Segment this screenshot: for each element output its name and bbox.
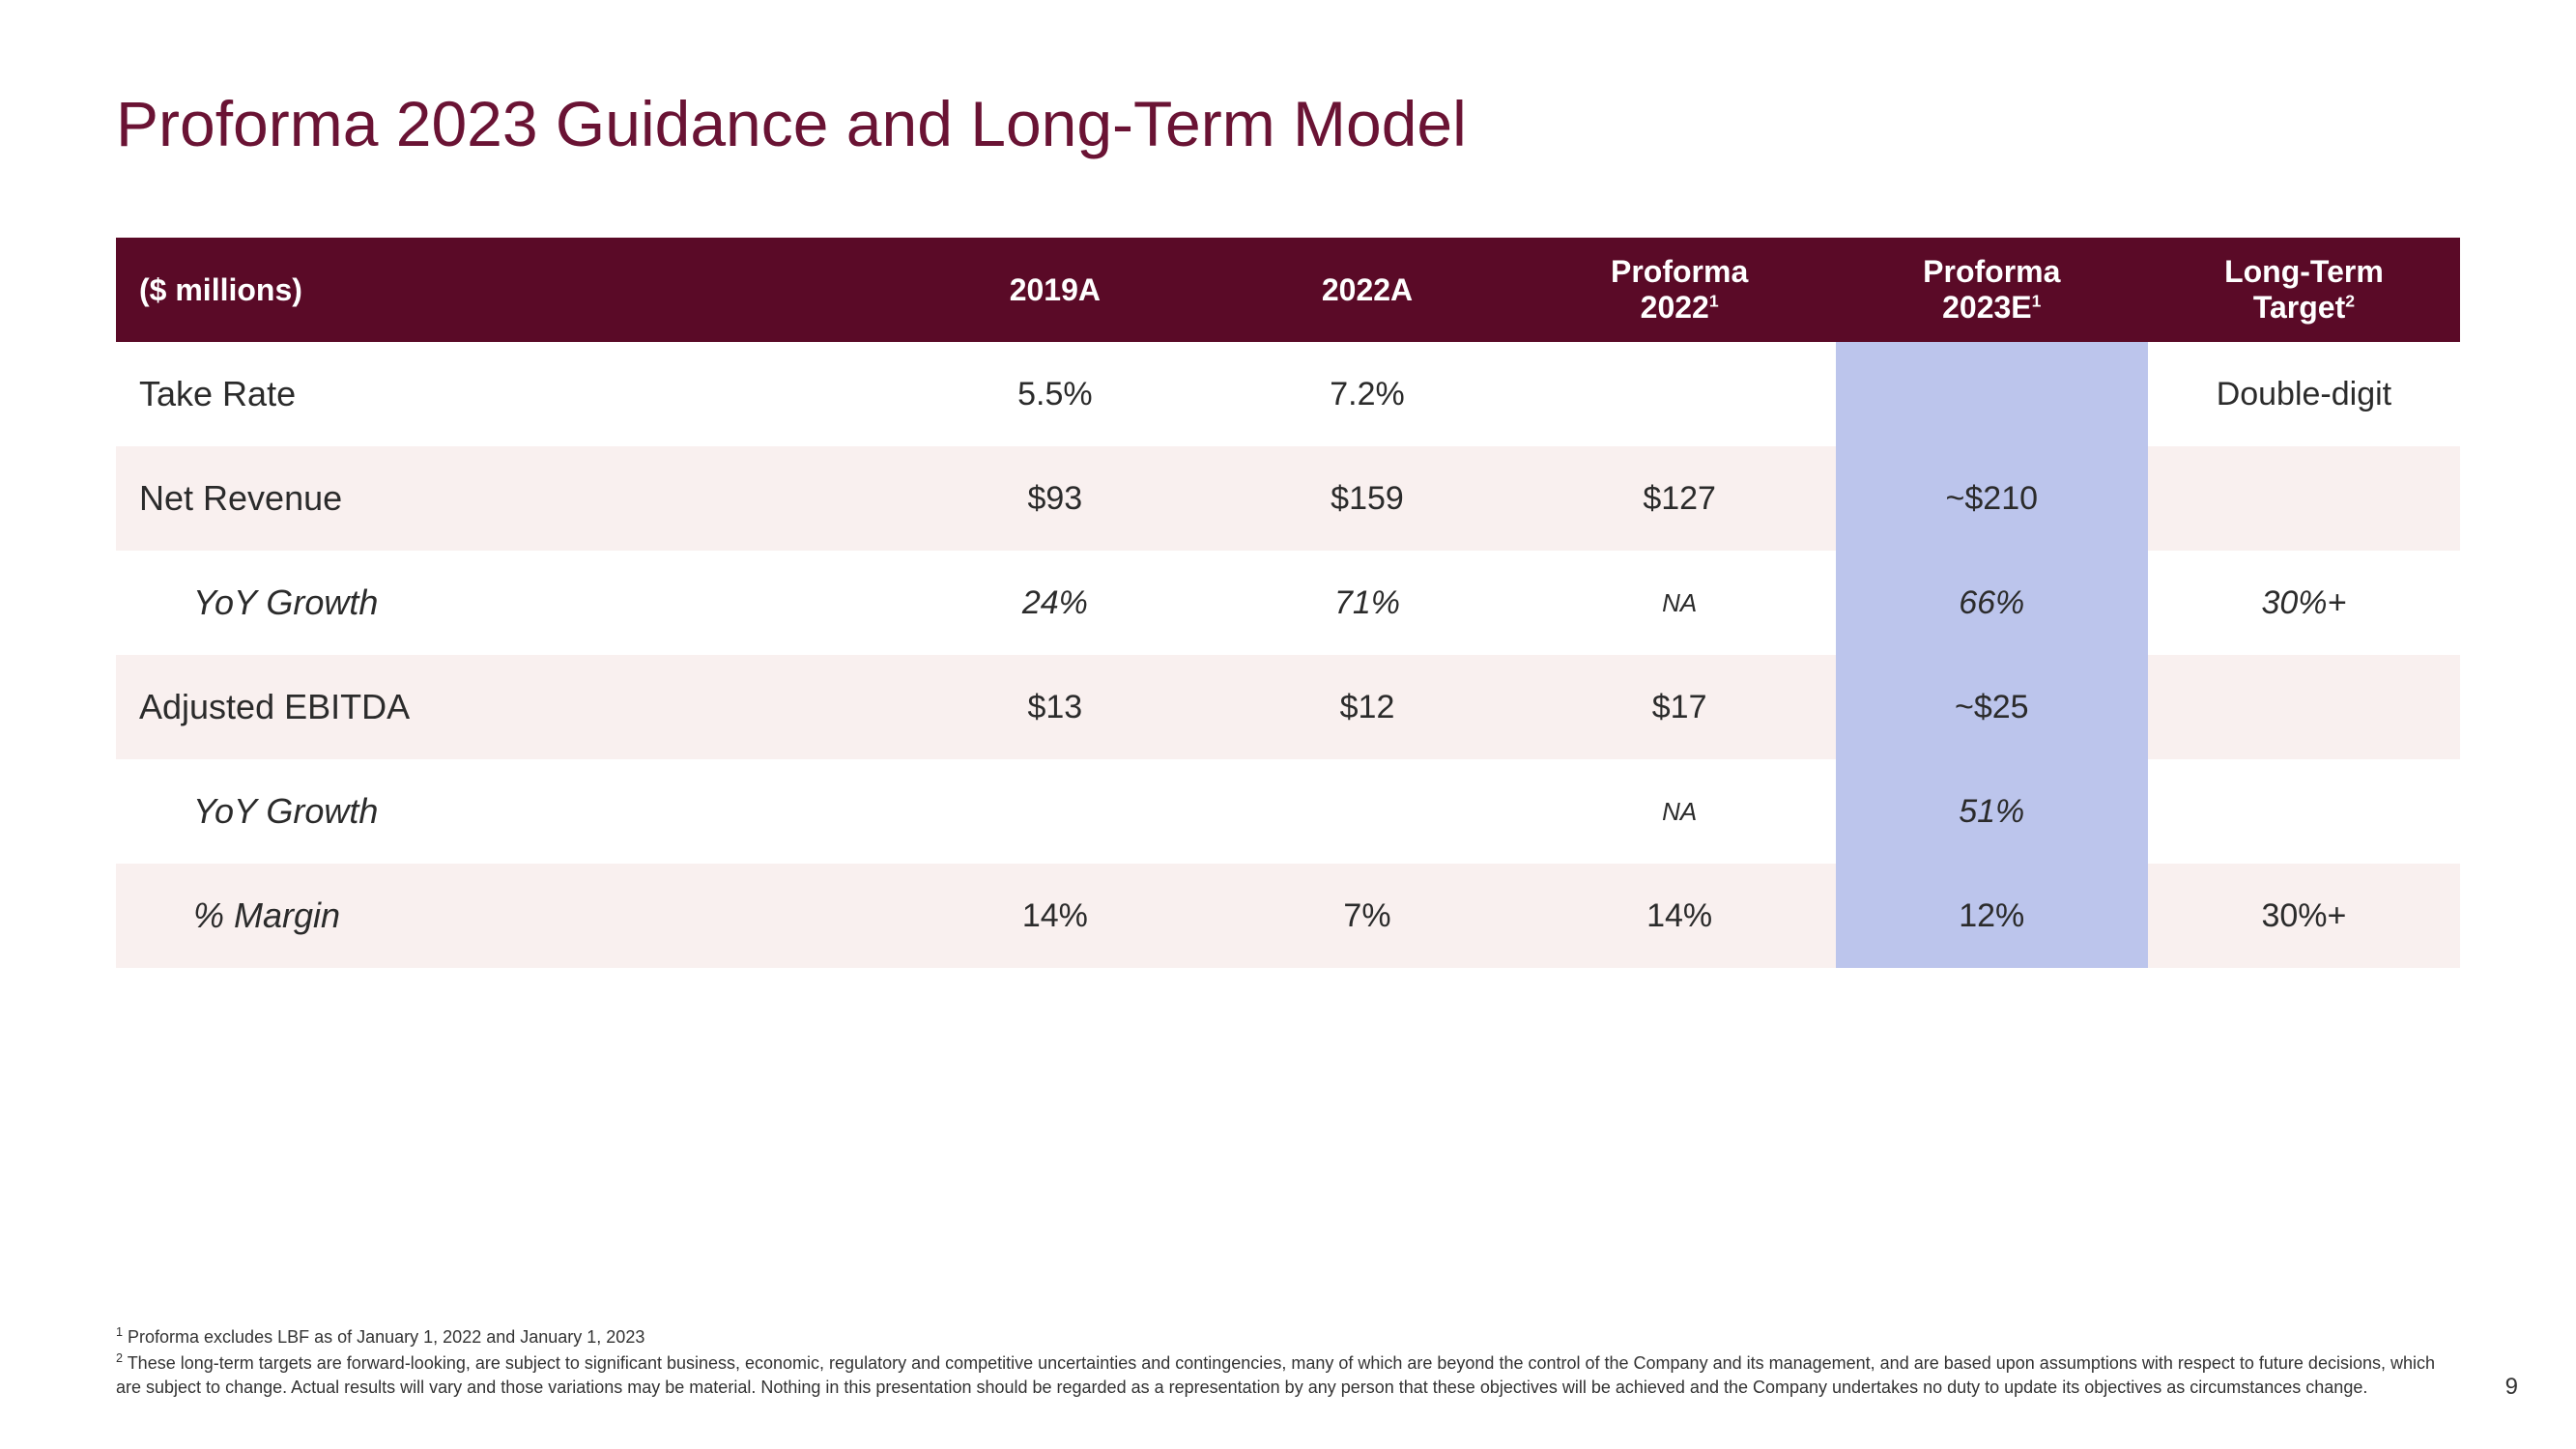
- table-cell: ~$210: [1836, 446, 2148, 551]
- table-header-cell: ($ millions): [116, 238, 899, 342]
- row-label: % Margin: [116, 864, 899, 968]
- table-cell: 7.2%: [1211, 342, 1523, 446]
- table-cell: 30%+: [2148, 864, 2460, 968]
- row-label: YoY Growth: [116, 759, 899, 864]
- table-row: Net Revenue$93$159$127~$210: [116, 446, 2460, 551]
- table-cell: NA: [1524, 759, 1836, 864]
- table-cell: 5.5%: [899, 342, 1211, 446]
- table-body: Take Rate5.5%7.2%Double-digitNet Revenue…: [116, 342, 2460, 968]
- table-cell: 66%: [1836, 551, 2148, 655]
- table-cell: $93: [899, 446, 1211, 551]
- table-cell: $17: [1524, 655, 1836, 759]
- table-cell: 12%: [1836, 864, 2148, 968]
- table-header-row: ($ millions)2019A2022AProforma20221Profo…: [116, 238, 2460, 342]
- table-row: Take Rate5.5%7.2% Double-digit: [116, 342, 2460, 446]
- row-label: YoY Growth: [116, 551, 899, 655]
- row-label: Adjusted EBITDA: [116, 655, 899, 759]
- table-cell: [899, 759, 1211, 864]
- table-cell: [1524, 342, 1836, 446]
- page-title: Proforma 2023 Guidance and Long-Term Mod…: [116, 87, 2460, 160]
- table-cell: 14%: [1524, 864, 1836, 968]
- table-cell: 7%: [1211, 864, 1523, 968]
- table-cell: $13: [899, 655, 1211, 759]
- table-cell: 24%: [899, 551, 1211, 655]
- guidance-table: ($ millions)2019A2022AProforma20221Profo…: [116, 238, 2460, 968]
- table-cell: [2148, 446, 2460, 551]
- table-header: ($ millions)2019A2022AProforma20221Profo…: [116, 238, 2460, 342]
- table-header-cell: Proforma20221: [1524, 238, 1836, 342]
- table-header-cell: 2022A: [1211, 238, 1523, 342]
- table-cell: [1211, 759, 1523, 864]
- table-header-cell: Long-TermTarget2: [2148, 238, 2460, 342]
- table-row: % Margin14%7%14%12%30%+: [116, 864, 2460, 968]
- table-row: Adjusted EBITDA$13$12$17~$25: [116, 655, 2460, 759]
- footnote: 2 These long-term targets are forward-lo…: [116, 1350, 2460, 1399]
- row-label: Take Rate: [116, 342, 899, 446]
- table-cell: 51%: [1836, 759, 2148, 864]
- table-cell: NA: [1524, 551, 1836, 655]
- table-cell: 71%: [1211, 551, 1523, 655]
- table-cell: $159: [1211, 446, 1523, 551]
- table-cell: [2148, 655, 2460, 759]
- table-cell: Double-digit: [2148, 342, 2460, 446]
- table-cell: [1836, 342, 2148, 446]
- table-cell: 30%+: [2148, 551, 2460, 655]
- table-cell: $127: [1524, 446, 1836, 551]
- footnote: 1 Proforma excludes LBF as of January 1,…: [116, 1324, 2460, 1349]
- footnotes: 1 Proforma excludes LBF as of January 1,…: [116, 1324, 2460, 1401]
- page-number: 9: [2505, 1374, 2518, 1401]
- table-header-cell: 2019A: [899, 238, 1211, 342]
- table-row: YoY Growth24%71%NA66%30%+: [116, 551, 2460, 655]
- slide: Proforma 2023 Guidance and Long-Term Mod…: [0, 0, 2576, 1449]
- table-cell: ~$25: [1836, 655, 2148, 759]
- table-cell: 14%: [899, 864, 1211, 968]
- table-header-cell: Proforma2023E1: [1836, 238, 2148, 342]
- table-row: YoY Growth NA51%: [116, 759, 2460, 864]
- row-label: Net Revenue: [116, 446, 899, 551]
- table-cell: [2148, 759, 2460, 864]
- table-cell: $12: [1211, 655, 1523, 759]
